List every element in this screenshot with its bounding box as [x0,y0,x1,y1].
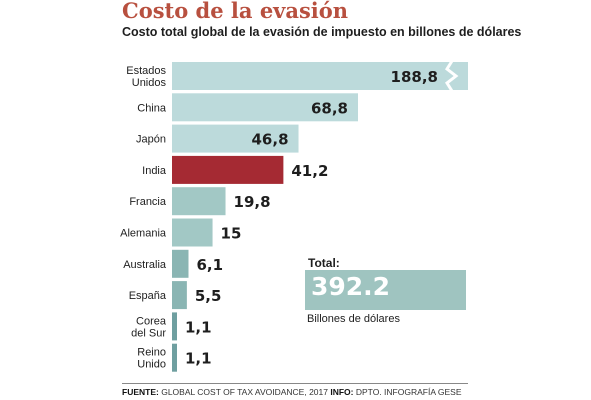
total-value: 392.2 [311,272,391,301]
footer: FUENTE: GLOBAL COST OF TAX AVOIDANCE, 20… [122,387,462,397]
bar-australia [172,249,189,278]
category-label-alemania: Alemania [120,228,167,240]
category-label-line: del Sur [131,327,166,339]
category-label-estados-unidos: Estados Unidos [126,65,166,89]
value-label-espana: 5,5 [195,287,222,305]
category-label-india: India [142,165,167,177]
category-label-china: China [137,102,167,114]
value-label-alemania: 15 [221,225,242,243]
info-label: INFO: [330,387,354,397]
category-label-corea-del-sur: Corea del Sur [131,315,167,339]
category-label-reino-unido: Reino Unido [137,347,166,371]
source-label: FUENTE: [122,387,159,397]
chart-title: Costo de la evasión [122,0,349,23]
value-label-india: 41,2 [291,162,328,180]
total-label: Total: [308,256,340,270]
category-label-line: Corea [136,315,167,327]
category-label-espana: España [129,290,167,302]
total-box: 392.2 [305,270,466,310]
value-label-estados-unidos: 188,8 [391,68,438,86]
bar-espana [172,281,187,310]
value-label-china: 68,8 [311,99,348,117]
bar-india [172,155,284,184]
info-text: DPTO. INFOGRAFÍA GESE [355,387,462,397]
value-label-reino-unido: 1,1 [185,350,212,368]
category-label-japon: Japón [136,134,166,146]
category-label-line: Reino [137,347,166,359]
value-label-australia: 6,1 [196,256,223,274]
bar-corea-del-sur [172,312,177,341]
category-label-francia: Francia [129,196,167,208]
category-label-line: Unidos [132,77,167,89]
chart-subtitle: Costo total global de la evasión de impu… [122,25,522,39]
value-label-francia: 19,8 [234,193,271,211]
value-label-corea-del-sur: 1,1 [185,318,212,336]
value-label-japon: 46,8 [252,131,289,149]
footer-divider [122,383,468,384]
category-label-australia: Australia [123,259,167,271]
bar-francia [172,187,226,216]
category-label-line: Unido [137,359,166,371]
bar-alemania [172,218,213,247]
bar-china [172,93,358,122]
total-unit: Billones de dólares [307,313,400,325]
bar-estados-unidos [172,62,468,90]
bar-reino-unido [172,343,177,372]
category-label-line: Estados [126,65,166,77]
axis-break-mark [445,60,459,92]
bar-japon [172,124,299,153]
source-text: GLOBAL COST OF TAX AVOIDANCE, 2017 [161,387,328,397]
